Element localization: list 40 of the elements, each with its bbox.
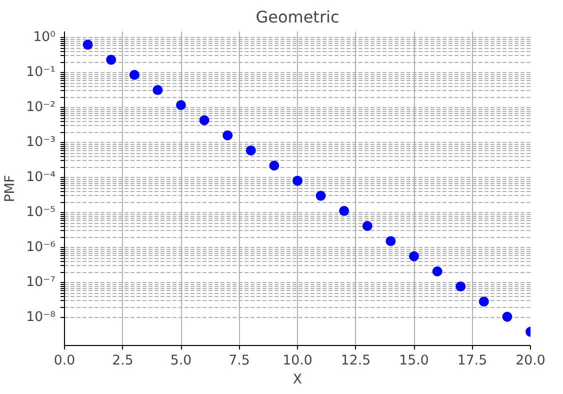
x-tick-label: 10.0	[282, 354, 312, 368]
point	[129, 70, 140, 80]
point	[362, 221, 372, 232]
x-tick-label: 17.5	[457, 354, 488, 368]
y-tick-label: 10⁻⁴	[26, 170, 56, 186]
chart-title: Geometric	[256, 8, 340, 26]
y-tick-label: 10⁰	[33, 30, 56, 46]
y-tick-label: 10⁻²	[26, 100, 56, 116]
x-tick-label: 0.0	[54, 354, 76, 368]
x-tick-label: 15.0	[399, 354, 429, 368]
y-tick-label: 10⁻⁶	[26, 240, 56, 256]
point	[339, 206, 350, 216]
x-tick-label: 2.5	[112, 354, 134, 368]
y-tick-label: 10⁻⁸	[26, 310, 56, 326]
x-tick-label: 12.5	[340, 354, 371, 368]
y-axis-title: PMF	[3, 174, 18, 202]
x-tick-label: 7.5	[228, 354, 250, 368]
point	[316, 190, 326, 201]
point	[386, 236, 396, 246]
point	[82, 40, 93, 50]
point	[502, 312, 512, 322]
y-tick-label: 10⁻¹	[26, 65, 56, 80]
point	[106, 54, 116, 65]
point	[456, 281, 466, 292]
point	[409, 251, 419, 262]
point	[478, 296, 489, 307]
x-tick-label: 20.0	[516, 354, 546, 368]
point	[246, 145, 256, 156]
point	[199, 115, 210, 126]
point	[222, 130, 233, 140]
point	[432, 266, 442, 276]
point	[292, 176, 302, 186]
point	[269, 160, 280, 171]
point	[152, 85, 163, 96]
x-tick-label: 5.0	[170, 354, 192, 368]
x-axis-title: X	[292, 372, 302, 388]
point	[176, 100, 186, 110]
y-tick-label: 10⁻⁷	[26, 275, 56, 290]
y-tick-label: 10⁻³	[26, 135, 56, 150]
y-tick-label: 10⁻⁵	[26, 205, 56, 220]
